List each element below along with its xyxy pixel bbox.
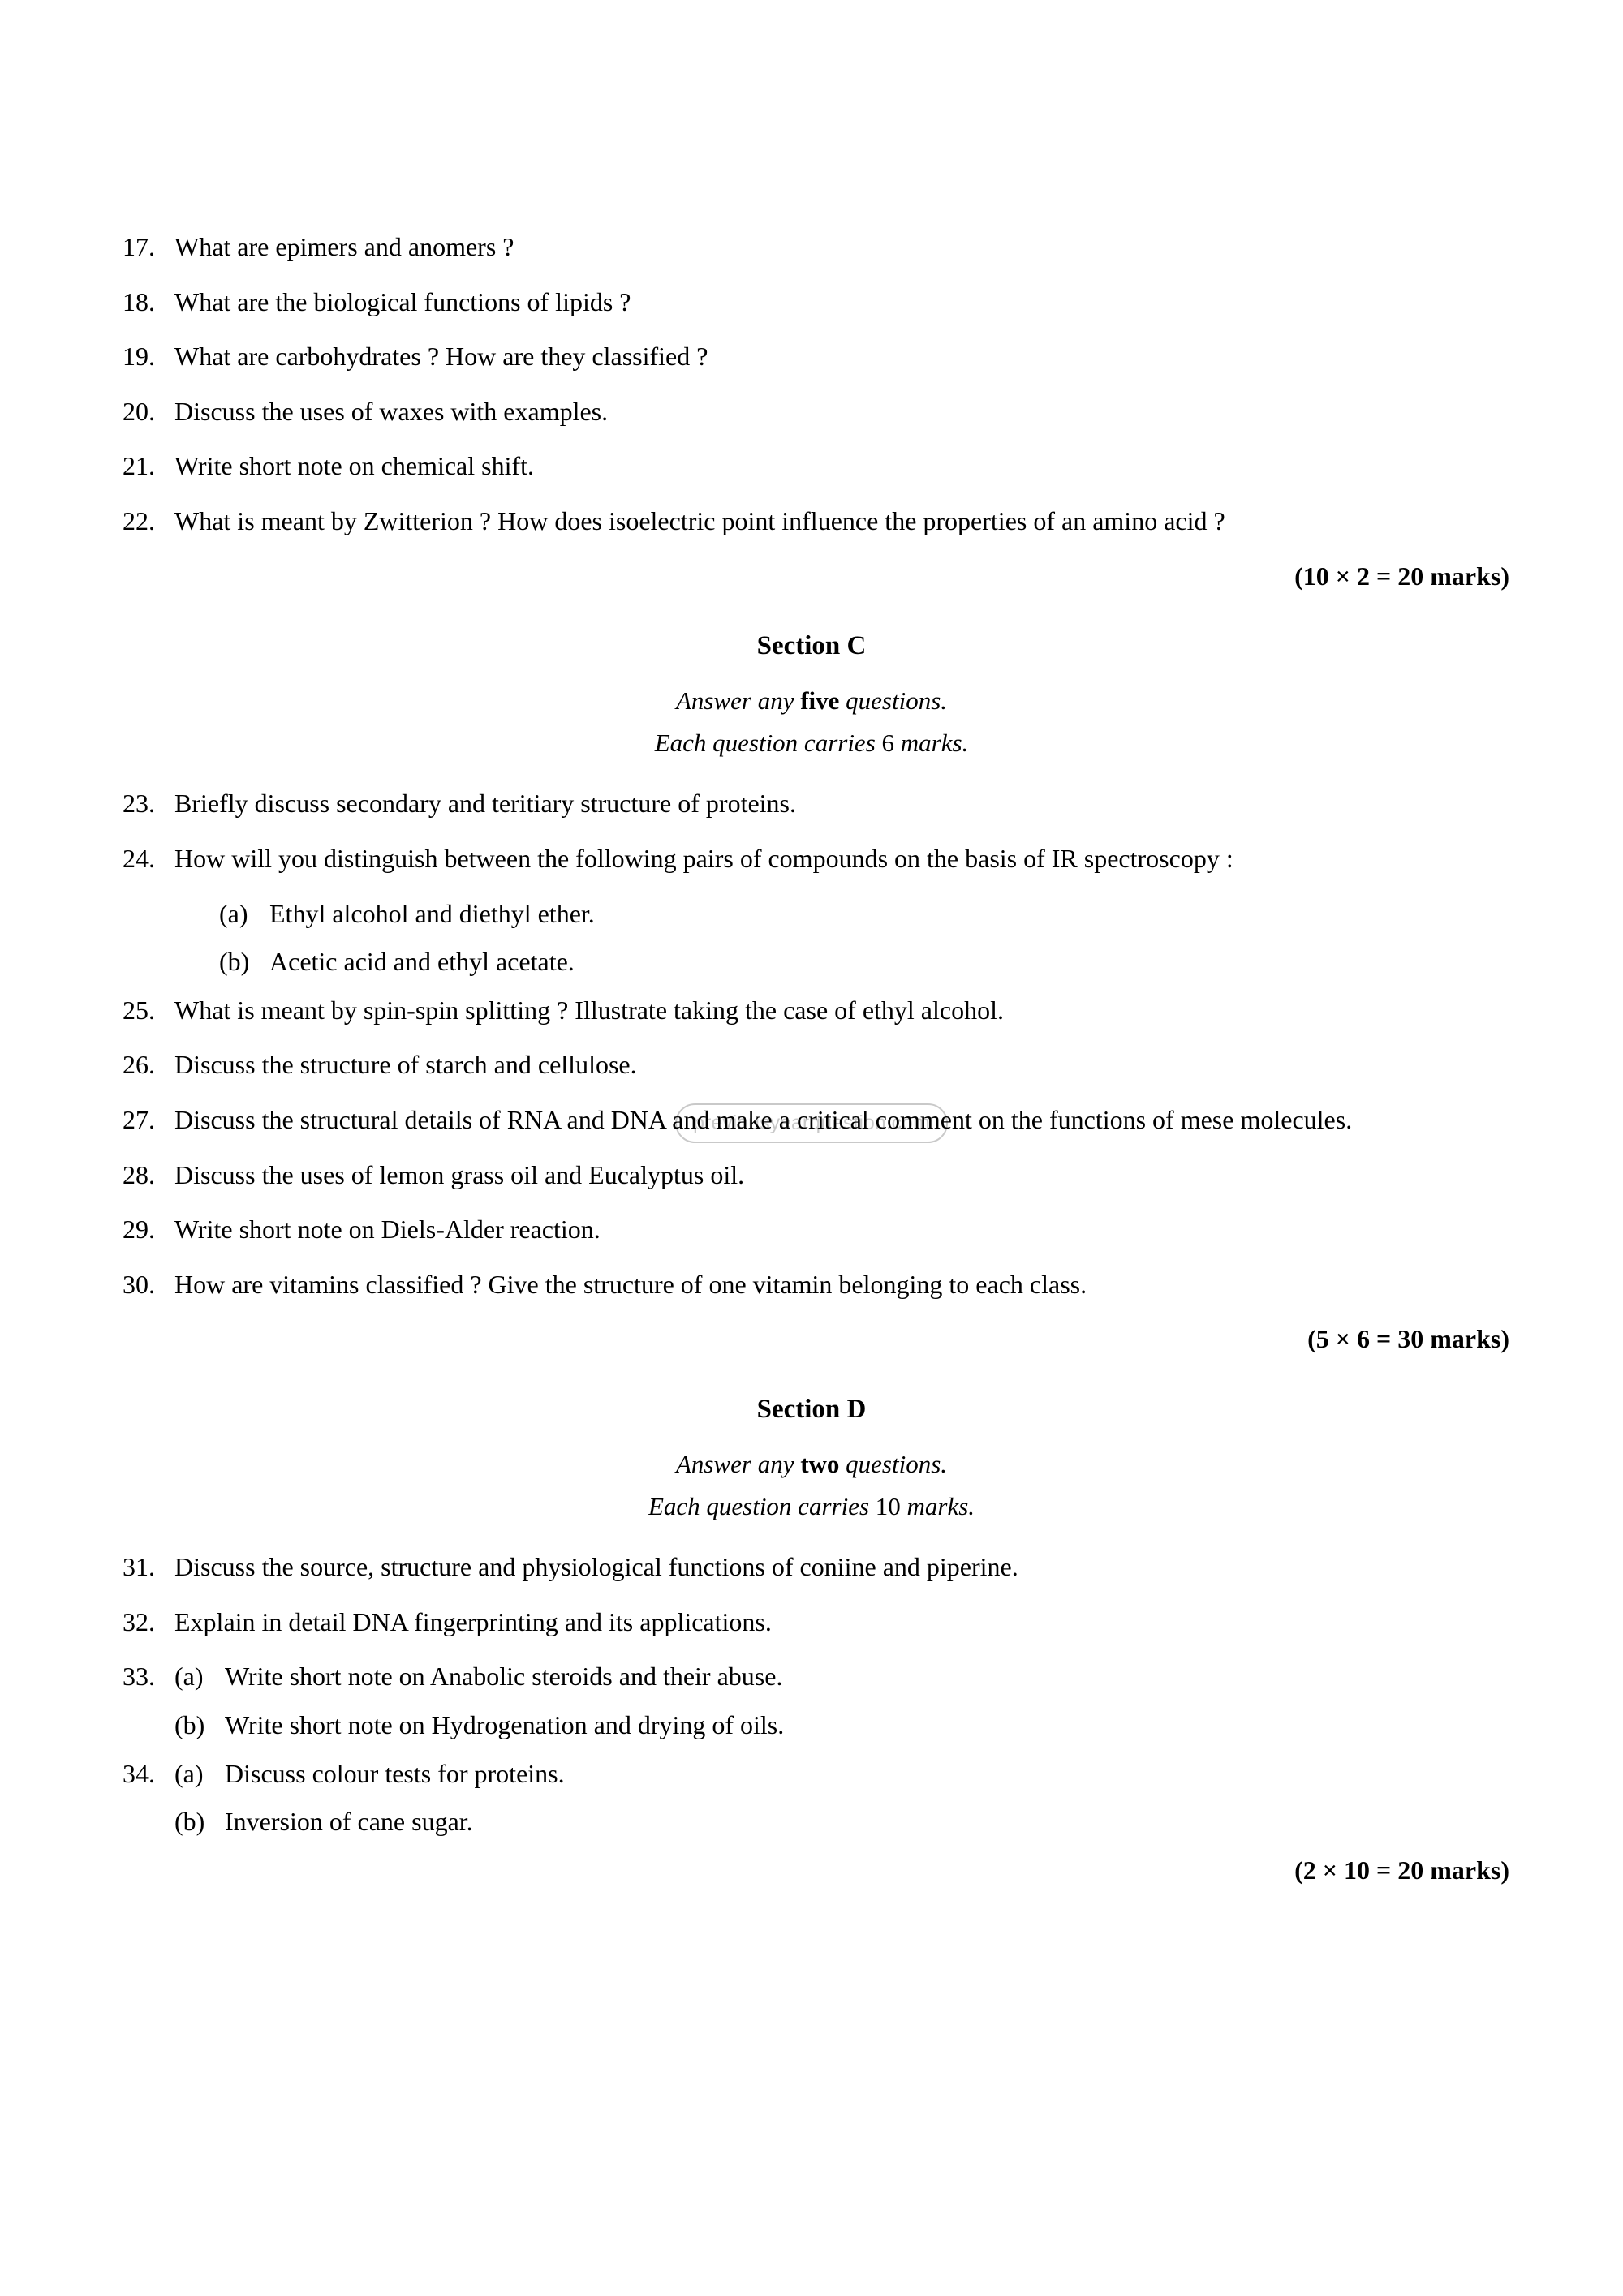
section-b-marks: (10 × 2 = 20 marks): [114, 557, 1509, 597]
question-text: What are the biological functions of lip…: [174, 282, 1509, 323]
question-number: 24.: [114, 839, 174, 879]
question-text: Discuss the structure of starch and cell…: [174, 1045, 1509, 1086]
question-20: 20. Discuss the uses of waxes with examp…: [114, 392, 1509, 432]
question-text: Discuss the source, structure and physio…: [174, 1547, 1509, 1588]
instr-text: Answer any: [676, 686, 800, 715]
instr-text: marks.: [894, 729, 968, 757]
question-number: 22.: [114, 501, 174, 542]
question-30: 30. How are vitamins classified ? Give t…: [114, 1265, 1509, 1305]
instr-bold: five: [800, 686, 839, 715]
sub-label: (a): [174, 1754, 225, 1795]
sub-text: Discuss colour tests for proteins.: [225, 1754, 1509, 1795]
section-c: Section C Answer any five questions. Eac…: [114, 626, 1509, 1360]
sub-label: (b): [174, 1802, 225, 1842]
question-34: 34. (a) Discuss colour tests for protein…: [114, 1754, 1509, 1795]
question-number: 32.: [114, 1602, 174, 1643]
question-text: How will you distinguish between the fol…: [174, 839, 1509, 879]
sub-text: Write short note on Hydrogenation and dr…: [225, 1705, 1509, 1746]
question-24-sub-b: (b) Acetic acid and ethyl acetate.: [219, 942, 1509, 982]
section-d-title: Section D: [114, 1389, 1509, 1430]
sub-text: Inversion of cane sugar.: [225, 1802, 1509, 1842]
section-b-continued: 17. What are epimers and anomers ? 18. W…: [114, 227, 1509, 596]
instr-text: marks.: [901, 1492, 975, 1520]
question-number: 27.: [114, 1100, 174, 1141]
question-number: 17.: [114, 227, 174, 268]
question-number: 20.: [114, 392, 174, 432]
question-number: 21.: [114, 446, 174, 487]
question-28: 28. Discuss the uses of lemon grass oil …: [114, 1155, 1509, 1196]
question-text: Discuss the uses of lemon grass oil and …: [174, 1155, 1509, 1196]
question-number: 25.: [114, 991, 174, 1031]
instr-text: Each question carries: [655, 729, 882, 757]
sub-text: Write short note on Anabolic steroids an…: [225, 1657, 1509, 1697]
question-18: 18. What are the biological functions of…: [114, 282, 1509, 323]
instr-bold: two: [800, 1450, 839, 1478]
question-number: 31.: [114, 1547, 174, 1588]
question-text: Discuss the uses of waxes with examples.: [174, 392, 1509, 432]
question-text: Briefly discuss secondary and teritiary …: [174, 784, 1509, 824]
question-24: 24. How will you distinguish between the…: [114, 839, 1509, 879]
question-text: What are carbohydrates ? How are they cl…: [174, 337, 1509, 377]
question-text: Write short note on chemical shift.: [174, 446, 1509, 487]
sub-text: Acetic acid and ethyl acetate.: [269, 942, 1509, 982]
section-c-instr-2: Each question carries 6 marks.: [114, 724, 1509, 763]
question-22: 22. What is meant by Zwitterion ? How do…: [114, 501, 1509, 542]
question-number: 28.: [114, 1155, 174, 1196]
question-number: 19.: [114, 337, 174, 377]
question-text: Explain in detail DNA fingerprinting and…: [174, 1602, 1509, 1643]
question-17: 17. What are epimers and anomers ?: [114, 227, 1509, 268]
question-23: 23. Briefly discuss secondary and teriti…: [114, 784, 1509, 824]
section-d: Section D Answer any two questions. Each…: [114, 1389, 1509, 1890]
question-33-sub-b: (b) Write short note on Hydrogenation an…: [174, 1705, 1509, 1746]
instr-text: Each question carries: [648, 1492, 876, 1520]
question-21: 21. Write short note on chemical shift.: [114, 446, 1509, 487]
question-text: What are epimers and anomers ?: [174, 227, 1509, 268]
question-number: 29.: [114, 1210, 174, 1250]
question-text: What is meant by Zwitterion ? How does i…: [174, 501, 1509, 542]
question-25: 25. What is meant by spin-spin splitting…: [114, 991, 1509, 1031]
sub-label: (b): [219, 942, 269, 982]
question-26: 26. Discuss the structure of starch and …: [114, 1045, 1509, 1086]
section-c-marks: (5 × 6 = 30 marks): [114, 1319, 1509, 1360]
instr-text: questions.: [839, 1450, 947, 1478]
sub-label: (b): [174, 1705, 225, 1746]
question-number: 18.: [114, 282, 174, 323]
question-31: 31. Discuss the source, structure and ph…: [114, 1547, 1509, 1588]
question-34-sub-b: (b) Inversion of cane sugar.: [174, 1802, 1509, 1842]
question-number: 26.: [114, 1045, 174, 1086]
question-number: 30.: [114, 1265, 174, 1305]
section-d-instr-2: Each question carries 10 marks.: [114, 1487, 1509, 1526]
instr-num: 6: [882, 729, 895, 757]
sub-label: (a): [219, 894, 269, 935]
question-32: 32. Explain in detail DNA fingerprinting…: [114, 1602, 1509, 1643]
sub-label: (a): [174, 1657, 225, 1697]
question-text: Discuss the structural details of RNA an…: [174, 1100, 1509, 1141]
question-number: 23.: [114, 784, 174, 824]
page-content: 17. What are epimers and anomers ? 18. W…: [114, 227, 1509, 1890]
question-33: 33. (a) Write short note on Anabolic ste…: [114, 1657, 1509, 1697]
section-c-title: Section C: [114, 626, 1509, 667]
question-27: 27. Discuss the structural details of RN…: [114, 1100, 1509, 1141]
instr-text: Answer any: [676, 1450, 800, 1478]
sub-text: Ethyl alcohol and diethyl ether.: [269, 894, 1509, 935]
section-d-instr-1: Answer any two questions.: [114, 1445, 1509, 1484]
question-24-sub-a: (a) Ethyl alcohol and diethyl ether.: [219, 894, 1509, 935]
section-d-marks: (2 × 10 = 20 marks): [114, 1851, 1509, 1891]
question-29: 29. Write short note on Diels-Alder reac…: [114, 1210, 1509, 1250]
question-text: How are vitamins classified ? Give the s…: [174, 1265, 1509, 1305]
question-text: Write short note on Diels-Alder reaction…: [174, 1210, 1509, 1250]
section-c-instr-1: Answer any five questions.: [114, 681, 1509, 720]
question-19: 19. What are carbohydrates ? How are the…: [114, 337, 1509, 377]
instr-num: 10: [876, 1492, 901, 1520]
instr-text: questions.: [839, 686, 947, 715]
question-text: What is meant by spin-spin splitting ? I…: [174, 991, 1509, 1031]
question-number: 34.: [114, 1754, 174, 1795]
question-number: 33.: [114, 1657, 174, 1697]
